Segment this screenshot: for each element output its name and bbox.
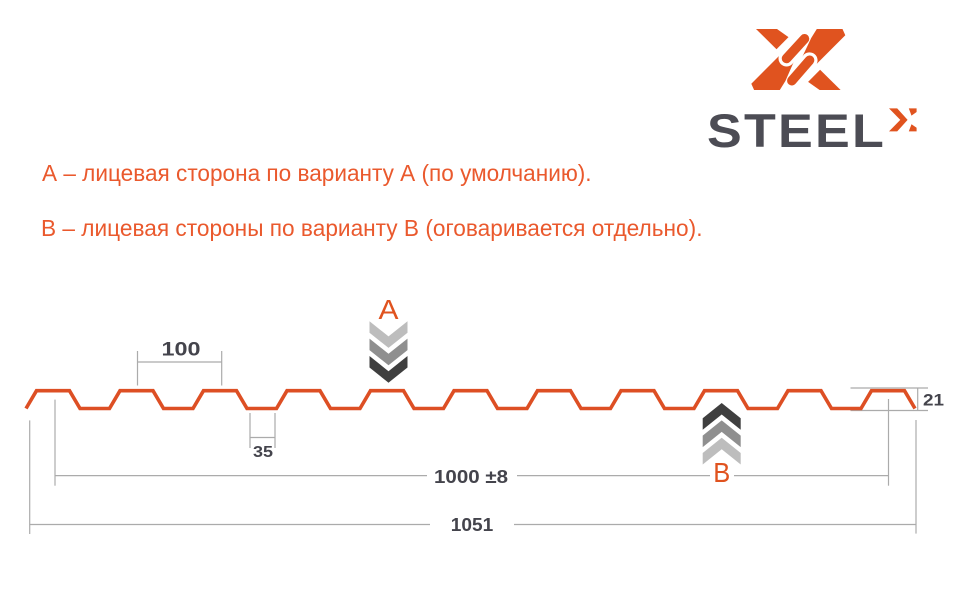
svg-text:1000 ±8: 1000 ±8: [434, 466, 508, 487]
svg-text:35: 35: [253, 444, 273, 461]
svg-text:21: 21: [923, 391, 944, 410]
svg-text:В: В: [713, 457, 730, 488]
svg-text:100: 100: [162, 339, 201, 361]
svg-text:1051: 1051: [451, 514, 494, 535]
svg-text:А: А: [379, 294, 400, 325]
svg-text:STEEL: STEEL: [707, 104, 886, 157]
